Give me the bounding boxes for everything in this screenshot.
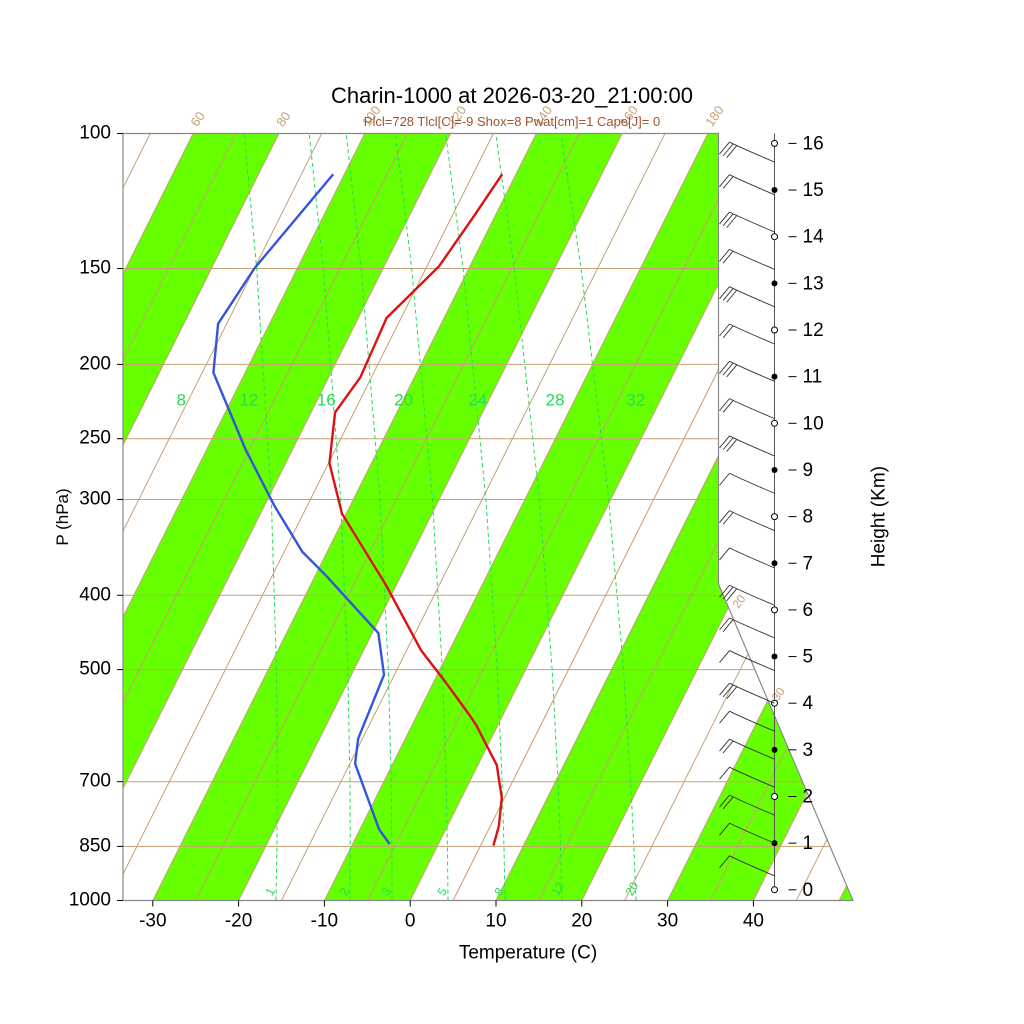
svg-text:8: 8 [803,507,814,528]
svg-text:6: 6 [803,600,814,621]
svg-text:100: 100 [79,123,111,144]
svg-text:500: 500 [79,659,111,680]
svg-text:28: 28 [546,390,565,409]
svg-text:1000: 1000 [69,890,111,911]
svg-text:13: 13 [803,273,824,294]
svg-text:4: 4 [803,693,814,714]
svg-text:9: 9 [803,460,814,481]
svg-text:11: 11 [803,367,823,388]
svg-text:200: 200 [79,353,111,374]
svg-text:Plcl=728 Tlcl[C]=-9 Shox=8 Pwa: Plcl=728 Tlcl[C]=-9 Shox=8 Pwat[cm]=1 Ca… [364,114,660,129]
svg-text:12: 12 [239,390,258,409]
svg-text:150: 150 [79,258,111,279]
svg-text:14: 14 [803,227,825,248]
svg-text:8: 8 [176,390,185,409]
svg-text:400: 400 [79,584,111,605]
svg-text:10: 10 [485,911,506,932]
svg-text:30: 30 [657,911,678,932]
svg-text:-20: -20 [225,911,252,932]
svg-text:5: 5 [803,647,814,668]
svg-text:250: 250 [79,428,111,449]
svg-text:24: 24 [468,390,487,409]
svg-text:12: 12 [803,320,824,341]
svg-text:16: 16 [803,133,824,154]
svg-text:16: 16 [317,390,336,409]
svg-text:Height (Km): Height (Km) [869,466,890,567]
svg-text:P (hPa): P (hPa) [53,488,72,545]
svg-text:0: 0 [803,880,814,901]
svg-text:0: 0 [405,911,416,932]
svg-text:Temperature (C): Temperature (C) [459,943,597,964]
svg-text:180: 180 [702,103,727,129]
svg-text:1: 1 [803,833,814,854]
svg-text:2: 2 [803,787,814,808]
svg-text:850: 850 [79,835,111,856]
svg-text:Charin-1000 at 2026-03-20_21:0: Charin-1000 at 2026-03-20_21:00:00 [331,83,693,108]
svg-text:40: 40 [743,911,764,932]
svg-text:300: 300 [79,488,111,509]
svg-text:10: 10 [803,413,824,434]
svg-text:700: 700 [79,771,111,792]
svg-text:-30: -30 [139,911,166,932]
svg-text:20: 20 [394,390,413,409]
svg-text:60: 60 [187,109,208,129]
svg-text:20: 20 [571,911,592,932]
svg-text:-10: -10 [311,911,338,932]
svg-text:7: 7 [803,553,814,574]
svg-text:32: 32 [626,390,645,409]
svg-text:15: 15 [803,180,824,201]
svg-text:30: 30 [769,685,788,704]
svg-text:80: 80 [273,109,294,129]
svg-text:3: 3 [803,740,814,761]
